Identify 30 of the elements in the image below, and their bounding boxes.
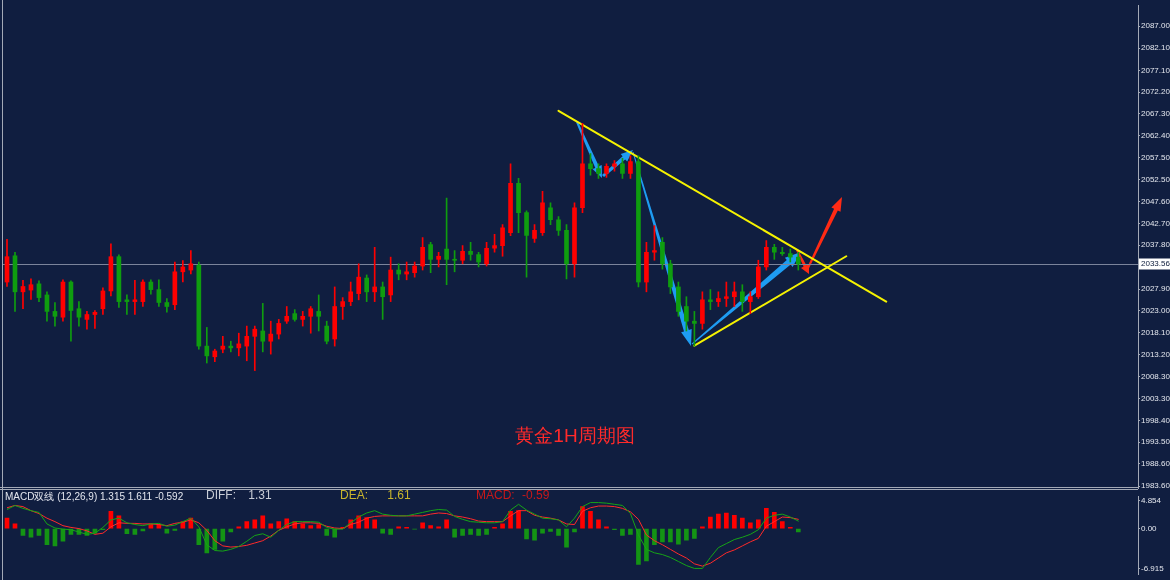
- y-tick-label: 2008.30: [1141, 371, 1170, 381]
- y-tick-label: 0.00: [1141, 523, 1158, 533]
- annotation: 黄金1H周期图: [515, 425, 635, 447]
- ref-line-label: 2033.56: [1141, 259, 1170, 269]
- annotation: MACD双线 (12,26,9) 1.315 1.611 -0.592: [5, 491, 184, 502]
- annotation: DEA: 1.61: [340, 488, 411, 503]
- y-tick-label: 4.854: [1141, 495, 1162, 505]
- y-tick-label: 1988.60: [1141, 459, 1170, 469]
- y-tick-label: 2062.40: [1141, 130, 1170, 140]
- y-tick-label: 2087.00: [1141, 21, 1170, 31]
- y-tick-label: 2067.30: [1141, 109, 1170, 119]
- y-tick-label: 1993.50: [1141, 437, 1170, 447]
- y-tick-label: 2082.10: [1141, 43, 1170, 53]
- y-tick-label: 2013.20: [1141, 349, 1170, 359]
- y-tick-label: 2042.70: [1141, 218, 1170, 228]
- y-tick-label: 1998.40: [1141, 415, 1170, 425]
- y-tick-label: -6.915: [1141, 563, 1165, 573]
- y-tick-label: 2052.50: [1141, 174, 1170, 184]
- y-tick-label: 2077.10: [1141, 65, 1170, 75]
- annotation: MACD: -0.59: [476, 488, 550, 503]
- y-tick-label: 2072.20: [1141, 87, 1170, 97]
- y-tick-label: 2037.80: [1141, 240, 1170, 250]
- y-tick-label: 2018.10: [1141, 327, 1170, 337]
- y-tick-label: 2023.00: [1141, 306, 1170, 316]
- annotation: DIFF: 1.31: [206, 488, 272, 503]
- y-tick-label: 2047.60: [1141, 196, 1170, 206]
- y-tick-label: 2057.50: [1141, 152, 1170, 162]
- y-tick-label: 1983.60: [1141, 481, 1170, 491]
- y-tick-label: 2003.30: [1141, 393, 1170, 403]
- y-tick-label: 2027.90: [1141, 284, 1170, 294]
